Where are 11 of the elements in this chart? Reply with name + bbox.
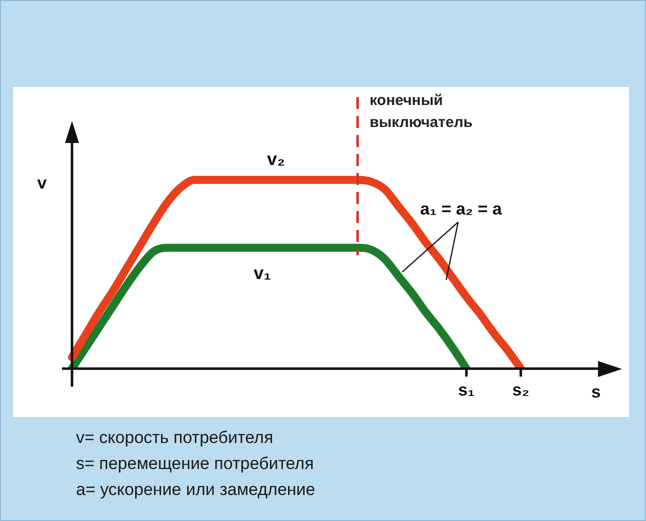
x-axis-title: s — [591, 382, 601, 402]
text: конечный выключатель — [370, 92, 473, 132]
text: a= ускорение или замедление — [76, 479, 316, 501]
y-axis-title: v — [37, 173, 48, 192]
series-label: v₁ — [254, 262, 272, 283]
x-tick-label: s₂ — [512, 380, 530, 400]
text: s= перемещение потребителя — [76, 453, 315, 475]
annotation: a₁ = a₂ = a — [420, 200, 502, 219]
x-tick-label: s₁ — [458, 380, 475, 400]
series-label: v₂ — [266, 148, 286, 169]
text: v= скорость потребителя — [76, 427, 274, 449]
